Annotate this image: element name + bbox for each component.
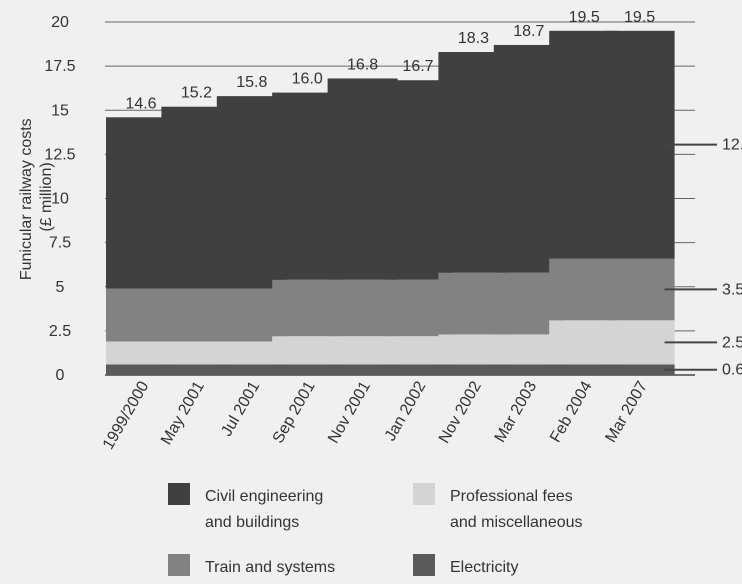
total-label: 16.0 (292, 71, 323, 88)
total-label: 19.5 (569, 9, 600, 26)
legend-item: Electricity (413, 554, 518, 576)
y-tick-label: 17.5 (44, 58, 75, 75)
y-tick-label: 12.5 (44, 146, 75, 163)
side-annotation-label: 3.5 (722, 281, 742, 298)
legend-item: Professional fees and miscellaneous (413, 483, 583, 531)
side-annotation-label: 12.9 (722, 137, 742, 154)
y-axis-title-line-1: Funicular railway costs (18, 118, 35, 280)
y-axis-title-line-2: (£ million) (38, 162, 55, 231)
legend-label: Electricity (450, 559, 518, 576)
x-axis-labels: 1999/2000 May 2001 Jul 2001 Sep 2001 Nov 200… (100, 378, 651, 452)
bar-segment (327, 364, 398, 375)
bar-segment (272, 364, 343, 375)
legend: Civil engineering and buildings Profession… (168, 483, 583, 576)
y-axis-title: Funicular railway costs (£ million) (18, 114, 55, 280)
total-label: 16.8 (347, 56, 378, 73)
x-tick-label: Jan 2002 (382, 378, 430, 444)
side-annotation-label: 2.5 (722, 334, 742, 351)
total-label: 16.7 (402, 58, 433, 75)
bar-segment (438, 364, 509, 375)
bar-segment (383, 364, 453, 375)
y-tick-label: 7.5 (49, 235, 71, 252)
legend-item: Civil engineering and buildings (168, 483, 323, 531)
total-label: 18.3 (458, 30, 489, 47)
y-tick-label: 20 (51, 14, 69, 31)
legend-item: Train and systems (168, 554, 335, 576)
bar-segment (604, 258, 675, 321)
x-tick-label: Nov 2001 (325, 378, 374, 446)
total-label: 15.8 (236, 74, 267, 91)
side-annotation-label: 0.6 (722, 362, 742, 379)
bar-segment (549, 364, 620, 375)
bar-segment (493, 364, 564, 375)
y-tick-label: 10 (51, 191, 69, 208)
total-labels: 14.6 15.2 15.8 16.0 16.8 16.7 18.3 18.7 19.5 19.5 (125, 9, 655, 112)
y-tick-label: 2.5 (49, 323, 71, 340)
x-tick-label: Jul 2001 (218, 378, 263, 439)
bar-segment (604, 30, 675, 259)
legend-swatch (168, 483, 190, 505)
y-tick-label: 15 (51, 102, 69, 119)
x-tick-label: Mar 2003 (492, 378, 541, 445)
legend-label: Professional fees (450, 488, 573, 505)
bar-segment (216, 364, 287, 375)
legend-swatch (413, 483, 435, 505)
legend-swatch (168, 554, 190, 576)
legend-swatch (413, 554, 435, 576)
legend-label: Civil engineering (205, 488, 323, 505)
bar-segment (161, 341, 232, 365)
total-label: 19.5 (624, 9, 655, 26)
side-annotations: 12.9 3.5 2.5 0.6 (664, 137, 742, 379)
bar-segment (106, 341, 176, 365)
bar-segment (106, 364, 176, 375)
bar-segment (604, 320, 675, 365)
bar-segment (161, 364, 232, 375)
x-tick-label: Mar 2007 (603, 378, 652, 445)
legend-label: Train and systems (205, 559, 335, 576)
bar-segment (604, 364, 675, 375)
x-tick-label: Feb 2004 (547, 378, 596, 445)
bar-segment (216, 341, 287, 365)
x-tick-label: May 2001 (158, 378, 208, 447)
total-label: 15.2 (181, 85, 212, 102)
total-label: 18.7 (513, 23, 544, 40)
y-tick-label: 0 (56, 367, 65, 384)
y-tick-label: 5 (56, 279, 65, 296)
total-label: 14.6 (125, 95, 156, 112)
x-tick-label: Sep 2001 (270, 378, 319, 446)
x-tick-label: 1999/2000 (100, 378, 153, 452)
legend-label: and buildings (205, 514, 299, 531)
legend-label: and miscellaneous (450, 514, 583, 531)
x-tick-label: Nov 2002 (436, 378, 485, 446)
bars (106, 30, 675, 375)
y-axis-ticks: 0 2.5 5 7.5 10 12.5 15 17.5 20 (44, 14, 75, 384)
